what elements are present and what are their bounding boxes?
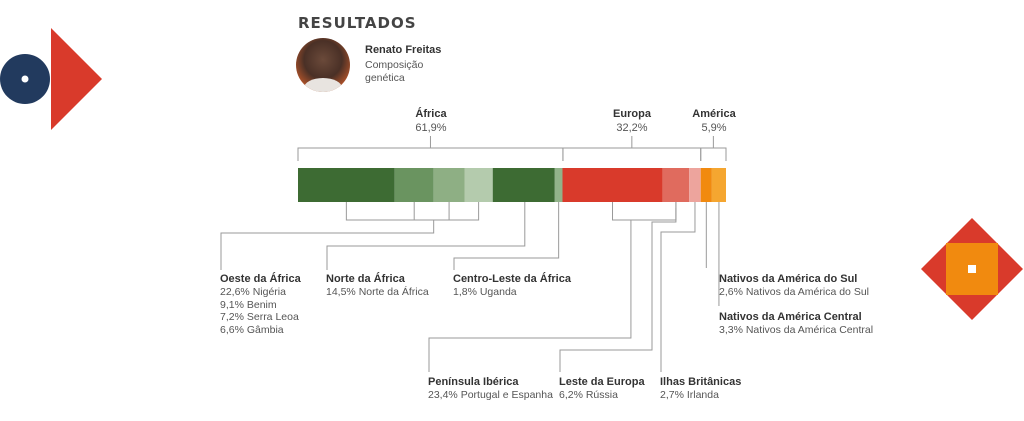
bar-segment [298, 168, 395, 202]
region-item: 6,2% Rússia [559, 389, 618, 401]
region-title: Leste da Europa [559, 376, 645, 388]
region-items: 22,6% Nigéria 9,1% Benim 7,2% Serra Leoa… [220, 286, 301, 336]
group-pct: 5,9% [701, 122, 727, 134]
region-central-east-africa: Centro-Leste da África 1,8% Uganda [453, 273, 571, 299]
page-title: RESULTADOS [298, 14, 417, 32]
region-title: Península Ibérica [428, 376, 519, 388]
region-item: 9,1% Benim [220, 298, 277, 311]
region-west-africa: Oeste da África 22,6% Nigéria 9,1% Benim… [220, 273, 301, 336]
bar-segment [433, 168, 465, 202]
region-item: 7,2% Serra Leoa [220, 311, 299, 323]
leader-west-africa-ticks [413, 202, 450, 220]
region-item: 3,3% Nativos da América Central [719, 324, 874, 336]
decor-white-square [968, 265, 976, 273]
avatar [296, 38, 350, 92]
bar-segment [554, 168, 563, 202]
leader-central-east-africa [453, 202, 560, 270]
leader-north-africa [326, 202, 526, 270]
region-item: 22,6% Nigéria [220, 286, 286, 298]
bar-segment [394, 168, 434, 202]
leader-british-isles [660, 202, 696, 372]
bar-segment [689, 168, 701, 202]
region-eastern-europe: Leste da Europa 6,2% Rússia [559, 376, 645, 402]
region-title: Norte da África [326, 273, 405, 285]
region-item: 1,8% Uganda [453, 286, 517, 298]
decor-dot [21, 75, 29, 83]
person-subtitle: Composição genética [365, 59, 424, 84]
region-title: Oeste da África [220, 273, 301, 285]
bar-segment [464, 168, 493, 202]
bar-segment [562, 168, 663, 202]
leader-west-africa-bracket [345, 202, 480, 221]
region-title: Ilhas Britânicas [660, 376, 742, 388]
region-british-isles: Ilhas Britânicas 2,7% Irlanda [660, 376, 741, 402]
group-name: Europa [613, 108, 651, 120]
group-pct: 61,9% [415, 122, 447, 134]
bar-segment [700, 168, 712, 202]
leader-iberian-bracket [612, 202, 677, 221]
group-name: África [415, 108, 447, 120]
region-title: Nativos da América do Sul [719, 273, 858, 285]
region-title: Nativos da América Central [719, 311, 862, 323]
group-name: América [692, 108, 736, 120]
region-native-south-america: Nativos da América do Sul 2,6% Nativos d… [719, 273, 869, 299]
region-native-central-america: Nativos da América Central 3,3% Nativos … [719, 311, 873, 337]
bar-segment [492, 168, 555, 202]
bar-segment [662, 168, 690, 202]
person-name: Renato Freitas [365, 44, 442, 56]
region-item: 14,5% Norte da África [326, 286, 429, 298]
region-item: 23,4% Portugal e Espanha [428, 389, 553, 401]
region-title: Centro-Leste da África [453, 273, 571, 285]
bar-segment [711, 168, 726, 202]
region-north-africa: Norte da África 14,5% Norte da África [326, 273, 429, 299]
region-item: 2,6% Nativos da América do Sul [719, 286, 869, 298]
region-iberian-peninsula: Península Ibérica 23,4% Portugal e Espan… [428, 376, 553, 402]
group-label-europe: Europa 32,2% [592, 107, 672, 135]
leader-eastern-europe [559, 208, 677, 372]
group-bracket [700, 147, 727, 161]
group-label-america: América 5,9% [674, 107, 754, 135]
group-label-africa: África 61,9% [391, 107, 471, 135]
decor-red-triangle [51, 28, 102, 130]
region-item: 2,7% Irlanda [660, 389, 719, 401]
leader-west-africa [220, 220, 435, 270]
group-pct: 32,2% [616, 122, 648, 134]
region-item: 6,6% Gâmbia [220, 323, 284, 336]
group-bracket [297, 147, 564, 161]
leader-iberian [428, 220, 632, 372]
group-bracket [562, 147, 702, 161]
